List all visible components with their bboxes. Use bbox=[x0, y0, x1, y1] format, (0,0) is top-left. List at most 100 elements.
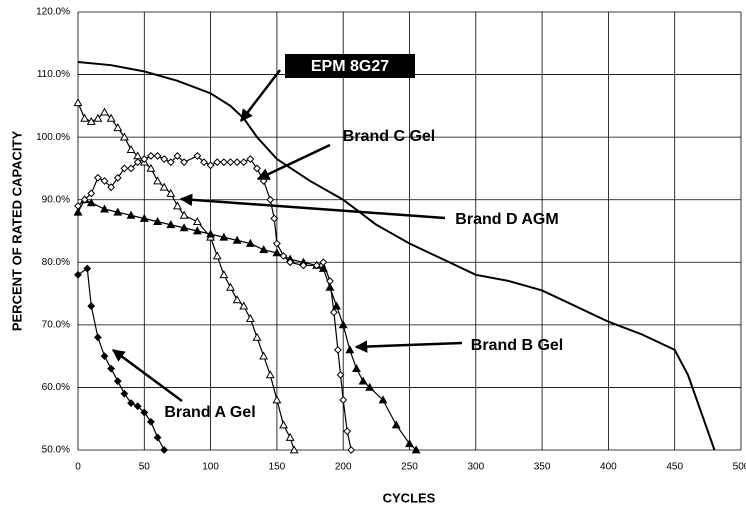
marker bbox=[166, 220, 176, 229]
marker bbox=[113, 207, 123, 216]
marker bbox=[113, 173, 122, 182]
marker bbox=[180, 158, 188, 167]
x-tick-label: 200 bbox=[335, 462, 352, 473]
series-line bbox=[77, 102, 295, 451]
marker bbox=[173, 201, 182, 210]
annotation-arrow bbox=[256, 143, 331, 181]
marker bbox=[127, 399, 135, 407]
marker bbox=[127, 164, 135, 173]
marker bbox=[133, 158, 142, 167]
marker bbox=[365, 382, 375, 391]
marker bbox=[345, 345, 355, 354]
marker bbox=[113, 377, 122, 386]
marker bbox=[153, 152, 162, 160]
x-tick-label: 150 bbox=[269, 462, 286, 473]
x-tick-label: 0 bbox=[75, 462, 81, 473]
marker bbox=[73, 98, 83, 107]
marker bbox=[160, 446, 169, 454]
series bbox=[74, 152, 356, 454]
marker bbox=[106, 113, 116, 122]
marker bbox=[232, 235, 242, 244]
y-tick-label: 50.0% bbox=[42, 445, 70, 456]
marker bbox=[86, 198, 96, 207]
marker bbox=[159, 182, 169, 191]
marker bbox=[113, 123, 123, 132]
marker bbox=[358, 376, 368, 385]
y-tick-label: 110.0% bbox=[37, 69, 70, 80]
marker bbox=[73, 207, 83, 216]
marker bbox=[326, 277, 334, 285]
annotation-arrow bbox=[354, 340, 463, 353]
marker bbox=[245, 313, 255, 322]
marker bbox=[325, 282, 335, 291]
marker bbox=[192, 226, 202, 235]
marker bbox=[126, 145, 136, 154]
marker bbox=[200, 158, 208, 167]
annotation-arrow bbox=[240, 69, 281, 122]
annotation: Brand D AGM bbox=[455, 211, 558, 228]
marker bbox=[153, 216, 163, 225]
x-tick-label: 450 bbox=[666, 462, 683, 473]
marker bbox=[139, 213, 149, 222]
annotation-arrow bbox=[179, 193, 446, 220]
marker bbox=[279, 252, 288, 260]
x-tick-label: 300 bbox=[467, 462, 484, 473]
marker bbox=[219, 270, 229, 279]
marker bbox=[289, 445, 299, 454]
annotation: Brand B Gel bbox=[471, 337, 563, 354]
marker bbox=[219, 232, 229, 241]
marker bbox=[100, 352, 109, 361]
marker bbox=[80, 195, 89, 204]
annotation: EPM 8G27 bbox=[311, 58, 389, 75]
marker bbox=[107, 183, 116, 192]
marker bbox=[347, 446, 356, 454]
marker bbox=[232, 295, 242, 304]
marker bbox=[286, 258, 295, 267]
x-tick-label: 350 bbox=[534, 462, 551, 473]
marker bbox=[100, 177, 109, 185]
marker bbox=[405, 439, 414, 448]
marker bbox=[126, 210, 136, 219]
marker bbox=[166, 158, 175, 167]
marker bbox=[86, 116, 96, 125]
marker bbox=[336, 371, 345, 379]
y-tick-label: 60.0% bbox=[42, 382, 70, 393]
annotation-arrow bbox=[111, 348, 183, 403]
x-tick-label: 400 bbox=[600, 462, 617, 473]
marker bbox=[272, 395, 282, 404]
marker bbox=[259, 245, 269, 254]
marker bbox=[119, 132, 129, 141]
marker bbox=[233, 158, 242, 167]
annotation-box bbox=[285, 54, 415, 78]
y-tick-label: 100.0% bbox=[36, 132, 70, 143]
series bbox=[77, 61, 716, 451]
marker bbox=[245, 238, 255, 247]
annotation: Brand C Gel bbox=[343, 128, 435, 145]
marker bbox=[239, 158, 248, 167]
marker bbox=[213, 158, 222, 167]
marker bbox=[219, 158, 228, 167]
marker bbox=[259, 351, 269, 360]
marker bbox=[411, 445, 421, 454]
marker bbox=[272, 248, 282, 257]
marker bbox=[93, 173, 102, 182]
marker bbox=[332, 301, 342, 310]
marker bbox=[147, 152, 155, 160]
marker bbox=[87, 189, 96, 198]
x-tick-label: 250 bbox=[401, 462, 418, 473]
marker bbox=[83, 264, 92, 273]
marker bbox=[266, 195, 275, 204]
y-axis-title: PERCENT OF RATED CAPACITY bbox=[9, 131, 24, 332]
marker bbox=[100, 204, 109, 213]
marker bbox=[193, 152, 202, 160]
marker bbox=[285, 432, 295, 441]
y-tick-label: 90.0% bbox=[42, 194, 70, 205]
marker bbox=[272, 239, 281, 248]
marker bbox=[140, 155, 149, 163]
marker bbox=[333, 345, 342, 354]
x-tick-label: 500 bbox=[733, 462, 746, 473]
marker bbox=[319, 258, 328, 267]
x-tick-label: 50 bbox=[139, 462, 151, 473]
y-tick-label: 120.0% bbox=[36, 7, 70, 18]
